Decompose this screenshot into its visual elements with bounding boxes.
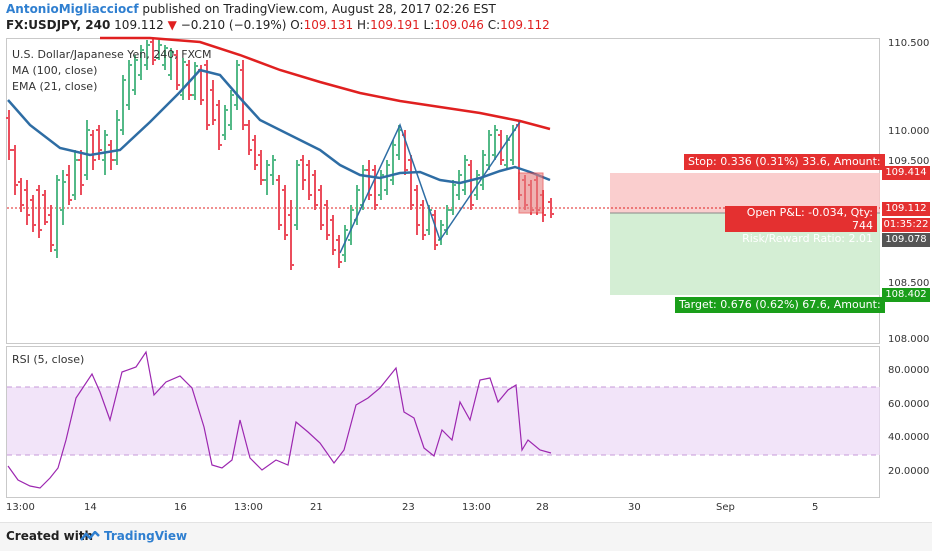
symbol-name[interactable]: FX:USDJPY, 240	[6, 18, 111, 32]
tradingview-logo-icon	[80, 531, 100, 541]
price-axis-label: 110.000	[888, 126, 930, 137]
rsi-legend[interactable]: RSI (5, close)	[12, 353, 85, 366]
ema-21-line[interactable]	[7, 68, 551, 185]
last-price-tag: 109.112	[882, 202, 930, 216]
time-axis-label: 16	[174, 502, 187, 513]
highlight-box[interactable]	[518, 172, 544, 214]
ma-legend[interactable]: MA (100, close)	[12, 64, 98, 77]
author-link[interactable]: AntonioMigliacciocf	[6, 2, 139, 16]
target-price-tag: 108.402	[882, 288, 930, 302]
time-axis-label: 5	[812, 502, 819, 513]
open-pnl: Open P&L: -0.034, Qty: 744	[746, 206, 873, 232]
price-axis-label: 108.000	[888, 334, 930, 345]
ohlc-low: 109.046	[434, 18, 484, 32]
rsi-axis-label: 40.0000	[888, 432, 930, 443]
ohlc-open: 109.131	[303, 18, 354, 32]
ohlc-high: 109.191	[370, 18, 420, 32]
ohlc-open-label: O:	[290, 18, 304, 32]
ohlc-high-label: H:	[357, 18, 371, 32]
ohlc-low-label: L:	[423, 18, 435, 32]
time-axis-label: 13:00	[462, 502, 491, 513]
time-axis-label: 14	[84, 502, 97, 513]
ohlc-close: 109.112	[500, 18, 550, 32]
risk-reward-ratio: Risk/Reward Ratio: 2.01	[742, 232, 873, 245]
rsi-axis-label: 60.0000	[888, 399, 930, 410]
pnl-box[interactable]: Open P&L: -0.034, Qty: 744 Risk/Reward R…	[725, 206, 877, 245]
time-axis-label: 13:00	[6, 502, 35, 513]
trend-drawing-2[interactable]	[439, 121, 521, 241]
price-axis-label: 108.500	[888, 278, 930, 289]
publish-header: AntonioMigliacciocf published on Trading…	[6, 2, 496, 16]
countdown-tag: 01:35:22	[882, 218, 930, 232]
time-axis-label: 23	[402, 502, 415, 513]
ema-legend[interactable]: EMA (21, close)	[12, 80, 98, 93]
price-axis-label: 109.500	[888, 156, 930, 167]
publish-info: published on TradingView.com, August 28,…	[138, 2, 496, 16]
rsi-band	[7, 387, 880, 455]
trend-drawing-1[interactable]	[339, 123, 441, 254]
stop-price-tag: 109.414	[882, 166, 930, 180]
price-change: −0.210 (−0.19%)	[180, 18, 287, 32]
ohlc-close-label: C:	[487, 18, 501, 32]
created-with-text: Created with	[6, 529, 94, 543]
rsi-axis-label: 20.0000	[888, 466, 930, 477]
stop-label[interactable]: Stop: 0.336 (0.31%) 33.6, Amount:	[684, 154, 885, 170]
last-price: 109.112	[114, 18, 164, 32]
rsi-axis-label: 80.0000	[888, 365, 930, 376]
time-axis-label: 13:00	[234, 502, 263, 513]
tradingview-brand-link[interactable]: TradingView	[104, 529, 188, 543]
symbol-header: FX:USDJPY, 240 109.112 ▼ −0.210 (−0.19%)…	[6, 18, 550, 32]
ma-100-line[interactable]	[100, 36, 551, 131]
rsi-line[interactable]	[7, 350, 552, 489]
entry-price-tag: 109.078	[882, 233, 930, 247]
time-axis-label: 30	[628, 502, 641, 513]
target-label[interactable]: Target: 0.676 (0.62%) 67.6, Amount:	[675, 297, 885, 313]
time-axis-label: Sep	[716, 502, 735, 513]
down-arrow-icon: ▼	[167, 18, 177, 32]
footer: Created with TradingView	[0, 522, 932, 551]
time-axis-label: 28	[536, 502, 549, 513]
instrument-label[interactable]: U.S. Dollar/Japanese Yen, 240, FXCM	[12, 48, 212, 61]
time-axis-label: 21	[310, 502, 323, 513]
price-axis-label: 110.500	[888, 38, 930, 49]
